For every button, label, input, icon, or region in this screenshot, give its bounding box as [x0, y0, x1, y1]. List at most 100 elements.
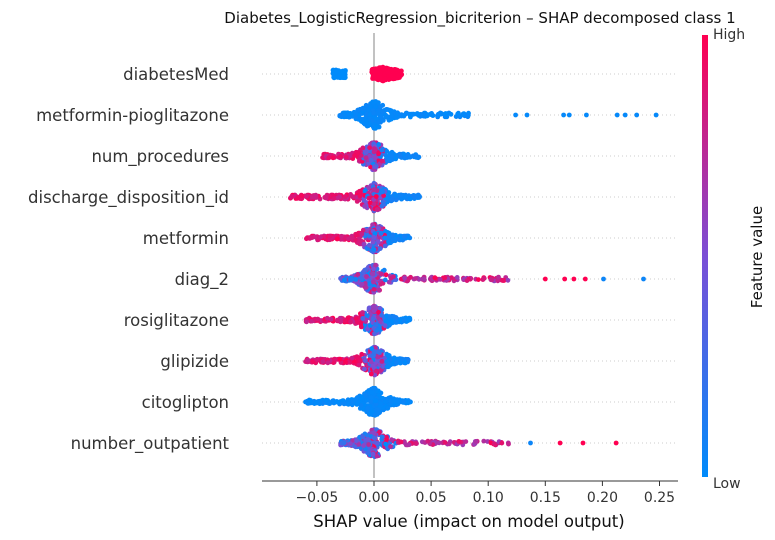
- shap-point: [383, 272, 389, 278]
- shap-point: [390, 232, 396, 238]
- shap-point: [542, 276, 548, 282]
- shap-point: [308, 235, 314, 241]
- shap-point: [436, 440, 442, 446]
- shap-point: [355, 272, 361, 277]
- shap-point: [557, 440, 563, 446]
- shap-point: [391, 314, 397, 319]
- shap-point: [404, 398, 410, 404]
- shap-point: [435, 111, 441, 117]
- shap-point: [295, 195, 300, 201]
- shap-point: [412, 194, 418, 200]
- shap-point: [473, 439, 479, 444]
- shap-point: [335, 68, 341, 74]
- shap-point: [371, 435, 377, 441]
- shap-point: [342, 318, 348, 323]
- shap-point: [331, 67, 336, 73]
- shap-point: [413, 276, 418, 281]
- shap-point: [338, 318, 344, 324]
- shap-point: [369, 390, 375, 395]
- shap-point: [383, 441, 389, 447]
- shap-point: [363, 285, 369, 290]
- shap-point: [442, 275, 448, 281]
- shap-point: [357, 357, 363, 363]
- shap-point: [397, 153, 403, 158]
- shap-point: [380, 64, 386, 70]
- shap-point: [339, 233, 344, 239]
- shap-point: [366, 242, 372, 248]
- shap-point: [374, 453, 380, 459]
- shap-point: [373, 104, 378, 110]
- shap-point: [343, 154, 349, 160]
- shap-point: [362, 188, 368, 194]
- shap-point: [360, 269, 366, 275]
- shap-point: [372, 164, 377, 170]
- shap-point: [368, 359, 374, 365]
- shap-point: [384, 319, 389, 325]
- shap-point: [405, 278, 411, 283]
- shap-point: [580, 440, 586, 446]
- shap-point: [353, 110, 359, 116]
- shap-point: [389, 197, 395, 203]
- shap-point: [371, 146, 377, 152]
- shap-point: [365, 450, 371, 456]
- shap-point: [385, 235, 391, 240]
- shap-point: [346, 236, 351, 242]
- shap-point: [372, 331, 377, 337]
- shap-point: [377, 75, 383, 80]
- shap-point: [368, 399, 373, 404]
- shap-point: [327, 233, 333, 239]
- shap-point: [381, 267, 387, 273]
- shap-point: [398, 192, 404, 198]
- shap-point: [375, 239, 381, 245]
- shap-point: [334, 236, 340, 242]
- colorbar-high-label: High: [713, 27, 745, 43]
- shap-point: [432, 275, 438, 281]
- shap-point: [371, 430, 377, 436]
- shap-point: [380, 189, 385, 195]
- shap-point: [489, 277, 495, 283]
- shap-point: [384, 437, 389, 442]
- shap-point: [371, 308, 377, 313]
- shap-point: [367, 145, 372, 151]
- shap-point: [582, 276, 588, 282]
- shap-point: [365, 326, 370, 332]
- shap-point: [371, 234, 377, 240]
- shap-point: [399, 68, 404, 74]
- shap-point: [323, 194, 329, 200]
- shap-point: [401, 318, 407, 323]
- shap-point: [379, 115, 384, 120]
- shap-point: [415, 155, 421, 161]
- shap-point: [366, 185, 372, 191]
- shap-point: [357, 188, 362, 194]
- shap-point: [402, 155, 408, 161]
- shap-point: [464, 278, 470, 283]
- shap-point: [424, 113, 430, 119]
- shap-point: [337, 356, 343, 362]
- shap-point: [326, 155, 332, 161]
- shap-point: [312, 234, 318, 240]
- shap-point: [388, 108, 394, 113]
- shap-point: [641, 276, 646, 282]
- shap-point: [389, 437, 394, 443]
- shap-point: [384, 114, 390, 119]
- shap-point: [368, 371, 374, 377]
- shap-point: [356, 239, 362, 245]
- shap-point: [369, 409, 375, 414]
- shap-point: [370, 385, 376, 391]
- x-axis: −0.05 0.00 0.05 0.10 0.15 0.20 0.25: [262, 480, 678, 506]
- colorbar: [702, 35, 708, 477]
- shap-point: [371, 201, 377, 207]
- shap-point: [421, 113, 426, 119]
- shap-point: [379, 312, 385, 318]
- shap-point: [308, 398, 313, 403]
- shap-point: [454, 275, 460, 280]
- shap-point: [384, 107, 389, 112]
- shap-point: [354, 319, 360, 325]
- shap-point: [356, 442, 362, 447]
- shap-point: [364, 313, 370, 318]
- shap-point: [370, 239, 376, 245]
- shap-point: [437, 277, 443, 282]
- shap-point: [399, 112, 404, 117]
- shap-point: [566, 112, 572, 118]
